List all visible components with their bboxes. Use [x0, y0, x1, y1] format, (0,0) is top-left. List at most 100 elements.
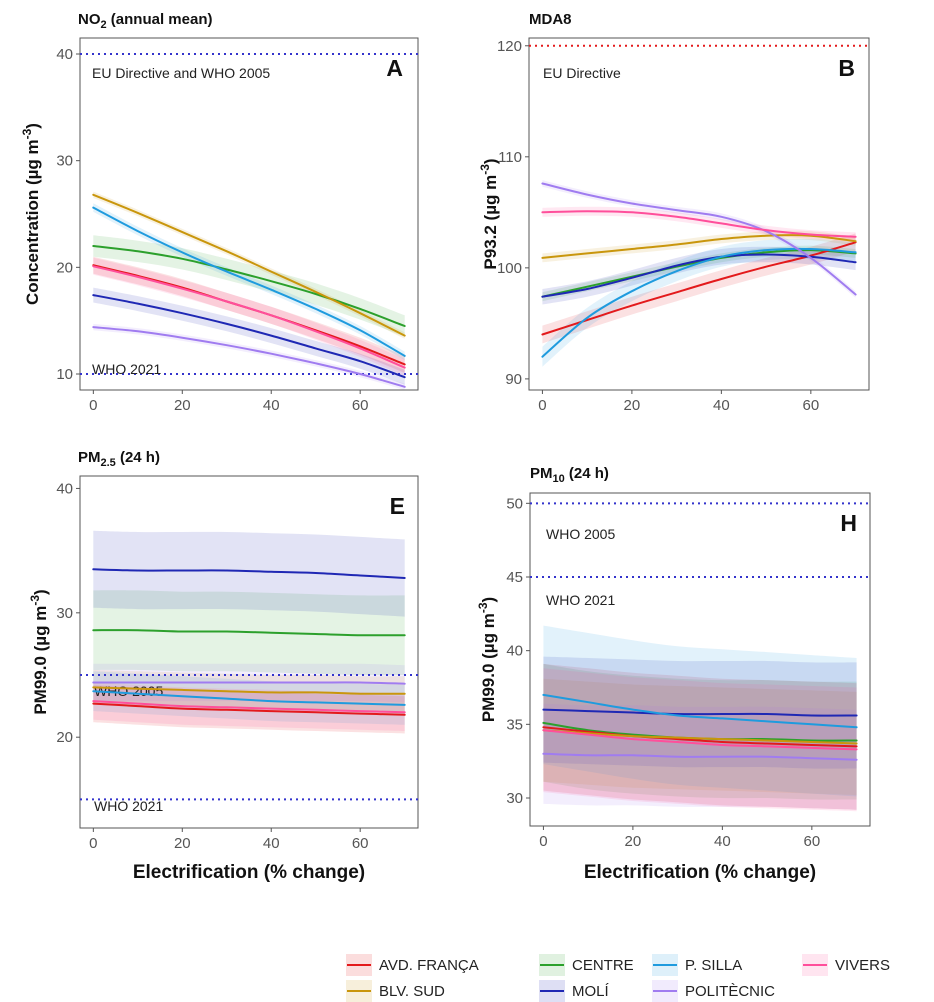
y-tick-label: 120 [497, 38, 522, 55]
plot-border [529, 492, 871, 827]
series-line [541, 182, 857, 296]
y-axis-label-end: ) [479, 597, 498, 603]
legend-label: VIVERS [835, 957, 890, 974]
panel-title-subscript: 2.5 [101, 457, 116, 469]
y-tick-label: 10 [56, 366, 73, 383]
legend-label: POLITÈCNIC [685, 983, 775, 1000]
legend-label: CENTRE [572, 957, 634, 974]
series-line [542, 708, 858, 717]
panel-title-rest: (24 h) [116, 449, 160, 466]
panel-title: PM10 (24 h) [530, 465, 609, 485]
y-axis-label-superscript: -3 [28, 595, 42, 606]
y-axis-label-superscript: -3 [478, 164, 492, 175]
panel-title: MDA8 [529, 11, 572, 28]
series-line [92, 629, 406, 637]
series-line [542, 693, 858, 729]
y-axis-label: Concentration (µg m-3) [20, 123, 42, 305]
x-tick-label: 60 [803, 833, 820, 850]
panel-e: PM2.5 (24 h) 20 30 40 0 20 40 60 PM99.0 (µg m-3)… [28, 449, 419, 852]
series-line [542, 726, 858, 748]
confidence-band [542, 233, 856, 344]
series-line [92, 326, 406, 388]
y-axis-label-end: ) [31, 589, 50, 595]
plot-border [528, 37, 870, 391]
threshold-label: WHO 2021 [546, 592, 615, 608]
threshold-label: EU Directive [543, 65, 621, 81]
series-line [92, 700, 406, 714]
panel-letter: H [840, 510, 857, 536]
y-tick-label: 30 [506, 790, 523, 807]
legend-label: BLV. SUD [379, 983, 445, 1000]
y-tick-label: 20 [56, 729, 73, 746]
y-axis-label-main: P93.2 (µg m [481, 175, 500, 270]
x-tick-label: 0 [89, 835, 97, 852]
y-tick-label: 110 [498, 149, 522, 166]
series-line [92, 690, 406, 706]
y-axis-label-superscript: -3 [20, 128, 34, 139]
confidence-band [93, 235, 405, 337]
y-tick-label: 45 [506, 569, 523, 586]
legend-label: AVD. FRANÇA [379, 957, 479, 974]
plot-border [79, 475, 419, 829]
confidence-band [543, 625, 857, 797]
panel-title-main: PM [530, 465, 553, 482]
panel-title-rest: (24 h) [565, 465, 609, 482]
panel-letter: B [838, 55, 855, 81]
x-tick-label: 20 [174, 835, 191, 852]
confidence-band [93, 670, 405, 712]
x-tick-label: 0 [538, 397, 546, 414]
x-tick-label: 40 [263, 835, 280, 852]
y-axis-label-main: PM99.0 (µg m [479, 613, 498, 722]
y-tick-label: 100 [497, 260, 522, 277]
panel-letter: A [386, 55, 403, 81]
confidence-band [543, 663, 857, 800]
x-tick-label: 0 [539, 833, 547, 850]
y-axis-label: P93.2 (µg m-3) [478, 158, 500, 269]
y-axis-label-superscript: -3 [476, 602, 490, 613]
series-line [541, 210, 857, 238]
series-line [92, 702, 406, 716]
x-tick-label: 40 [713, 397, 730, 414]
panel-title-main: MDA8 [529, 11, 572, 28]
confidence-band [542, 230, 856, 263]
panel-b: MDA8 90 100 110 120 0 20 40 60 P93.2 (µg m-3) EU D… [478, 11, 870, 414]
x-axis-label: Electrification (% change) [584, 862, 816, 883]
x-tick-label: 40 [714, 833, 731, 850]
y-tick-label: 20 [56, 259, 73, 276]
x-tick-label: 20 [624, 397, 641, 414]
x-tick-label: 20 [174, 397, 191, 414]
confidence-band [93, 191, 405, 339]
threshold-label: EU Directive and WHO 2005 [92, 65, 270, 81]
series-line [92, 294, 406, 379]
y-axis-label-main: PM99.0 (µg m [31, 606, 50, 715]
threshold-label: WHO 2005 [546, 526, 615, 542]
y-axis-label: PM99.0 (µg m-3) [476, 597, 498, 722]
series-line [92, 206, 406, 357]
y-tick-label: 40 [506, 643, 523, 660]
y-tick-label: 50 [506, 495, 523, 512]
y-tick-label: 90 [505, 371, 522, 388]
x-axis-label: Electrification (% change) [133, 862, 365, 883]
threshold-label: WHO 2021 [94, 798, 163, 814]
y-tick-label: 40 [56, 480, 73, 497]
series-line [541, 247, 857, 358]
series-line [542, 729, 858, 745]
x-tick-label: 60 [352, 397, 369, 414]
series-line [541, 234, 857, 259]
y-tick-label: 30 [56, 153, 73, 170]
x-tick-label: 40 [263, 397, 280, 414]
series-line [92, 193, 406, 337]
legend-label: MOLÍ [572, 983, 610, 1000]
confidence-band [93, 530, 405, 617]
x-tick-label: 60 [352, 835, 369, 852]
confidence-band [542, 246, 856, 305]
series-line [92, 265, 406, 369]
x-tick-label: 20 [625, 833, 642, 850]
y-axis-label: PM99.0 (µg m-3) [28, 589, 50, 714]
series-line [92, 568, 406, 579]
confidence-band [542, 206, 856, 242]
series-line [92, 686, 406, 695]
x-tick-label: 0 [89, 397, 97, 414]
series-line [92, 681, 406, 685]
